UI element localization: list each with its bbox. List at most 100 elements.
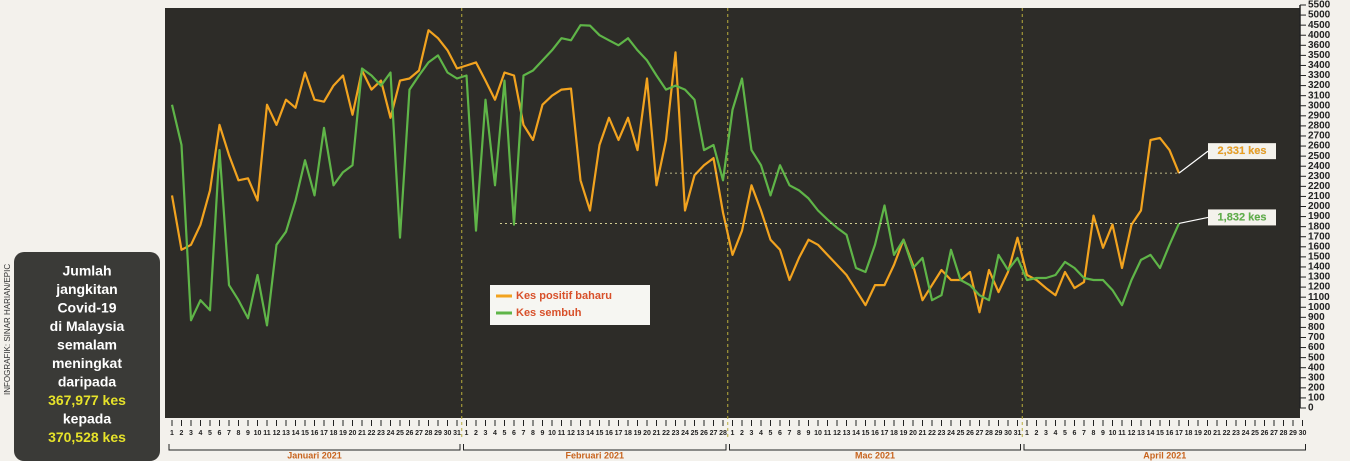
x-tick-label: 3 [1044, 430, 1048, 437]
x-tick-label: 11 [263, 430, 271, 437]
y-tick-label: 1600 [1308, 241, 1331, 252]
y-tick-label: 3200 [1308, 80, 1331, 91]
x-tick-label: 12 [1128, 430, 1136, 437]
value-label-box [1208, 209, 1276, 226]
x-tick-label: 16 [311, 430, 319, 437]
x-tick-label: 13 [843, 430, 851, 437]
x-tick-label: 15 [862, 430, 870, 437]
x-tick-label: 13 [1137, 430, 1145, 437]
x-tick-label: 20 [909, 430, 917, 437]
x-tick-label: 3 [189, 430, 193, 437]
y-tick-label: 2200 [1308, 181, 1331, 192]
x-tick-label: 9 [541, 430, 545, 437]
x-tick-label: 5 [769, 430, 773, 437]
x-tick-label: 20 [1204, 430, 1212, 437]
summary-line: di Malaysia [50, 318, 125, 334]
y-tick-label: 1700 [1308, 231, 1331, 242]
y-tick-label: 2500 [1308, 151, 1331, 162]
x-tick-label: 21 [358, 430, 366, 437]
y-tick-label: 2100 [1308, 191, 1331, 202]
y-tick-label: 4500 [1308, 20, 1331, 31]
y-tick-label: 400 [1308, 362, 1325, 373]
x-tick-label: 9 [1101, 430, 1105, 437]
x-tick-label: 29 [995, 430, 1003, 437]
x-tick-label: 24 [947, 430, 955, 437]
x-tick-label: 23 [672, 430, 680, 437]
x-tick-label: 24 [681, 430, 689, 437]
x-tick-label: 4 [493, 430, 497, 437]
y-tick-label: 2800 [1308, 121, 1331, 132]
x-tick-label: 28 [425, 430, 433, 437]
y-tick-label: 2400 [1308, 161, 1331, 172]
y-tick-label: 2000 [1308, 201, 1331, 212]
x-tick-label: 11 [824, 430, 832, 437]
summary-line: Jumlah [62, 263, 111, 279]
x-tick-label: 8 [237, 430, 241, 437]
y-tick-label: 1900 [1308, 211, 1331, 222]
x-tick-label: 4 [1054, 430, 1058, 437]
x-tick-label: 15 [596, 430, 604, 437]
legend-label: Kes sembuh [516, 307, 582, 319]
x-tick-label: 23 [377, 430, 385, 437]
x-tick-label: 19 [900, 430, 908, 437]
x-tick-label: 2 [474, 430, 478, 437]
month-label: April 2021 [1143, 450, 1186, 460]
y-tick-label: 900 [1308, 312, 1325, 323]
x-tick-label: 1 [731, 430, 735, 437]
value-label: 1,832 kes [1218, 211, 1267, 223]
x-tick-label: 22 [928, 430, 936, 437]
x-tick-label: 7 [522, 430, 526, 437]
x-tick-label: 28 [985, 430, 993, 437]
y-tick-label: 100 [1308, 393, 1325, 404]
x-tick-label: 7 [1082, 430, 1086, 437]
x-tick-label: 16 [1166, 430, 1174, 437]
x-tick-label: 27 [1270, 430, 1278, 437]
x-tick-label: 17 [615, 430, 623, 437]
y-tick-label: 700 [1308, 332, 1325, 343]
x-tick-label: 24 [1242, 430, 1250, 437]
y-tick-label: 5500 [1308, 0, 1331, 11]
summary-to: 370,528 kes [48, 429, 126, 445]
x-tick-label: 16 [605, 430, 613, 437]
x-tick-label: 13 [282, 430, 290, 437]
legend-label: Kes positif baharu [516, 290, 612, 302]
x-tick-label: 4 [199, 430, 203, 437]
summary-line: meningkat [52, 355, 122, 371]
x-tick-label: 5 [503, 430, 507, 437]
x-tick-label: 23 [1232, 430, 1240, 437]
x-tick-label: 26 [1261, 430, 1269, 437]
x-tick-label: 25 [691, 430, 699, 437]
x-tick-label: 25 [396, 430, 404, 437]
x-tick-label: 2 [740, 430, 744, 437]
y-tick-label: 1800 [1308, 221, 1331, 232]
x-tick-label: 2 [180, 430, 184, 437]
x-tick-label: 26 [700, 430, 708, 437]
x-tick-label: 27 [415, 430, 423, 437]
summary-line: daripada [58, 374, 117, 390]
x-tick-label: 18 [624, 430, 632, 437]
month-bracket [168, 444, 461, 451]
y-tick-label: 1500 [1308, 252, 1331, 263]
credit: INFOGRAFIK: SINAR HARIAN/EPIC [3, 264, 12, 395]
x-tick-label: 7 [788, 430, 792, 437]
plot-area [165, 8, 1300, 418]
x-tick-label: 14 [292, 430, 300, 437]
x-tick-label: 26 [966, 430, 974, 437]
x-tick-label: 18 [890, 430, 898, 437]
x-tick-label: 15 [301, 430, 309, 437]
x-tick-label: 25 [1251, 430, 1259, 437]
x-tick-label: 1 [170, 430, 174, 437]
x-tick-label: 13 [577, 430, 585, 437]
month-label: Mac 2021 [855, 450, 895, 460]
month-bracket [729, 444, 1021, 451]
x-tick-label: 21 [1213, 430, 1221, 437]
x-tick-label: 9 [807, 430, 811, 437]
y-tick-label: 4000 [1308, 30, 1331, 41]
y-tick-label: 3500 [1308, 50, 1331, 61]
x-tick-label: 7 [227, 430, 231, 437]
x-tick-label: 22 [1223, 430, 1231, 437]
x-tick-label: 5 [208, 430, 212, 437]
x-tick-label: 22 [662, 430, 670, 437]
x-tick-label: 8 [797, 430, 801, 437]
